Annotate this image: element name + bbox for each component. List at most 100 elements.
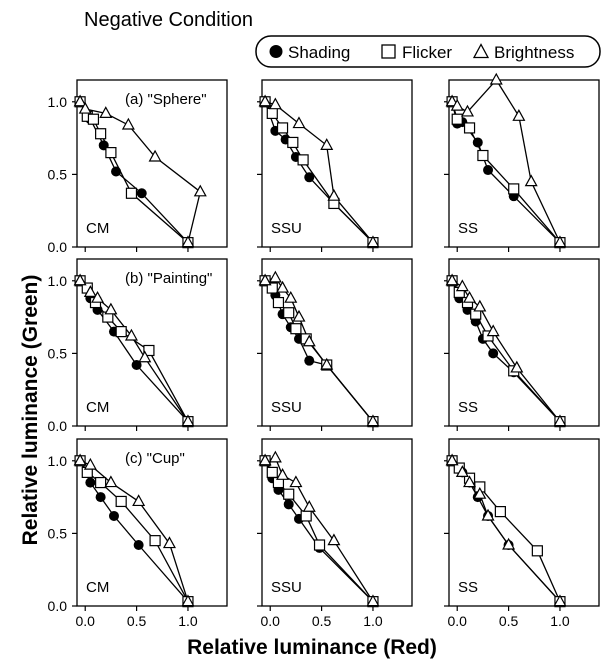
data-point-flicker (300, 510, 312, 522)
y-tick-label: 1.0 (48, 94, 68, 110)
data-point-brightness (460, 104, 475, 117)
data-point-shading (483, 165, 494, 176)
data-point-flicker (290, 323, 302, 335)
data-point-brightness (99, 106, 113, 119)
data-point-brightness (302, 500, 316, 512)
data-point-brightness (268, 97, 282, 110)
data-point-brightness (284, 290, 298, 303)
data-point-brightness (268, 270, 282, 283)
data-point-brightness (258, 94, 272, 107)
panel-label: CM (86, 220, 109, 237)
data-point-flicker (451, 113, 463, 125)
data-point-brightness (292, 309, 306, 322)
panel-label: SS (458, 220, 478, 237)
data-point-brightness (162, 536, 176, 549)
data-point-flicker (115, 326, 127, 338)
row-label: (b) "Painting" (125, 270, 212, 287)
data-point-brightness (73, 273, 87, 286)
data-point-brightness (268, 450, 282, 463)
data-point-brightness (366, 414, 380, 427)
data-point-flicker (266, 282, 278, 294)
figure-title: Negative Condition (84, 9, 253, 31)
x-axis-label: Relative luminance (Red) (187, 636, 437, 659)
row-label: (a) "Sphere" (125, 91, 207, 108)
panel-label: SS (458, 579, 478, 596)
data-point-brightness (124, 328, 138, 341)
data-point-brightness (455, 465, 469, 477)
row-label: (c) "Cup" (125, 450, 185, 467)
data-point-brightness (366, 235, 380, 248)
panel-frame (261, 79, 413, 248)
data-point-brightness (83, 457, 97, 470)
data-point-shading (108, 510, 119, 521)
data-point-brightness (193, 184, 207, 197)
data-point-brightness (486, 324, 500, 337)
data-point-flicker (477, 149, 489, 162)
data-point-brightness (502, 537, 516, 550)
x-tick-label: 1.0 (363, 613, 383, 629)
data-point-brightness (320, 138, 334, 150)
data-point-brightness (258, 453, 272, 466)
data-point-flicker (287, 136, 299, 149)
legend: Shading Flicker Brightness (255, 35, 601, 68)
data-point-flicker (125, 187, 138, 199)
y-tick-label: 1.0 (48, 273, 68, 289)
data-point-brightness (327, 188, 341, 201)
panel-2-0: 0.0 0.5 1.0 0.0 0.5 1.0 CM (c) "Cup" (48, 438, 228, 629)
legend-marker-flicker (381, 44, 396, 59)
data-point-brightness (481, 508, 495, 521)
data-point-brightness (489, 72, 503, 85)
panel-0-1: SSU (257, 79, 413, 252)
panel-frame (448, 79, 600, 248)
x-tick-label: 0.5 (127, 613, 147, 629)
data-point-brightness (73, 453, 87, 466)
panel-label: SS (458, 399, 478, 416)
legend-marker-shading (269, 45, 283, 58)
y-tick-label: 1.0 (48, 453, 68, 469)
data-point-flicker (283, 307, 295, 319)
y-axis-label: Relative luminance (Green) (19, 275, 42, 546)
panel-frame (448, 258, 600, 427)
data-point-brightness (292, 116, 306, 129)
panel-frame (76, 79, 228, 248)
y-tick-label: 0.5 (48, 345, 68, 361)
panel-1-2: SS (444, 258, 600, 431)
data-point-brightness (320, 357, 334, 370)
legend-label-shading: Shading (288, 43, 350, 62)
data-point-flicker (95, 128, 107, 140)
panel-label: CM (86, 579, 109, 596)
panel-2-1: 0.0 0.5 1.0 SSU (257, 438, 413, 629)
y-tick-label: 0.5 (48, 525, 68, 541)
panel-label: SSU (271, 579, 302, 596)
data-point-brightness (104, 475, 118, 488)
data-point-brightness (327, 533, 341, 546)
x-tick-label: 0.5 (499, 613, 519, 629)
data-point-flicker (297, 154, 309, 166)
data-point-brightness (78, 101, 92, 114)
data-point-shading (488, 348, 499, 359)
legend-label-brightness: Brightness (494, 43, 574, 62)
data-point-brightness (302, 334, 316, 347)
data-point-brightness (276, 280, 290, 293)
data-point-brightness (463, 290, 477, 303)
data-point-brightness (276, 468, 290, 480)
panel-1-0: 0.0 0.5 1.0 CM (b) "Painting" (48, 258, 228, 434)
data-point-brightness (91, 290, 105, 303)
data-point-brightness (83, 285, 97, 297)
data-point-brightness (121, 117, 135, 130)
x-tick-label: 1.0 (550, 613, 570, 629)
x-tick-label: 1.0 (178, 613, 198, 629)
data-point-brightness (553, 235, 567, 248)
data-point-flicker (149, 535, 161, 547)
y-tick-label: 0.0 (48, 418, 68, 434)
panel-frame (76, 438, 228, 607)
data-point-shading (95, 492, 106, 503)
panel-frame (76, 258, 228, 427)
data-point-flicker (531, 545, 543, 557)
data-point-brightness (455, 279, 469, 292)
data-point-brightness (258, 273, 272, 286)
data-point-flicker (283, 488, 295, 500)
data-point-flicker (494, 506, 506, 518)
data-point-shading (111, 166, 122, 177)
data-point-brightness (366, 594, 380, 607)
